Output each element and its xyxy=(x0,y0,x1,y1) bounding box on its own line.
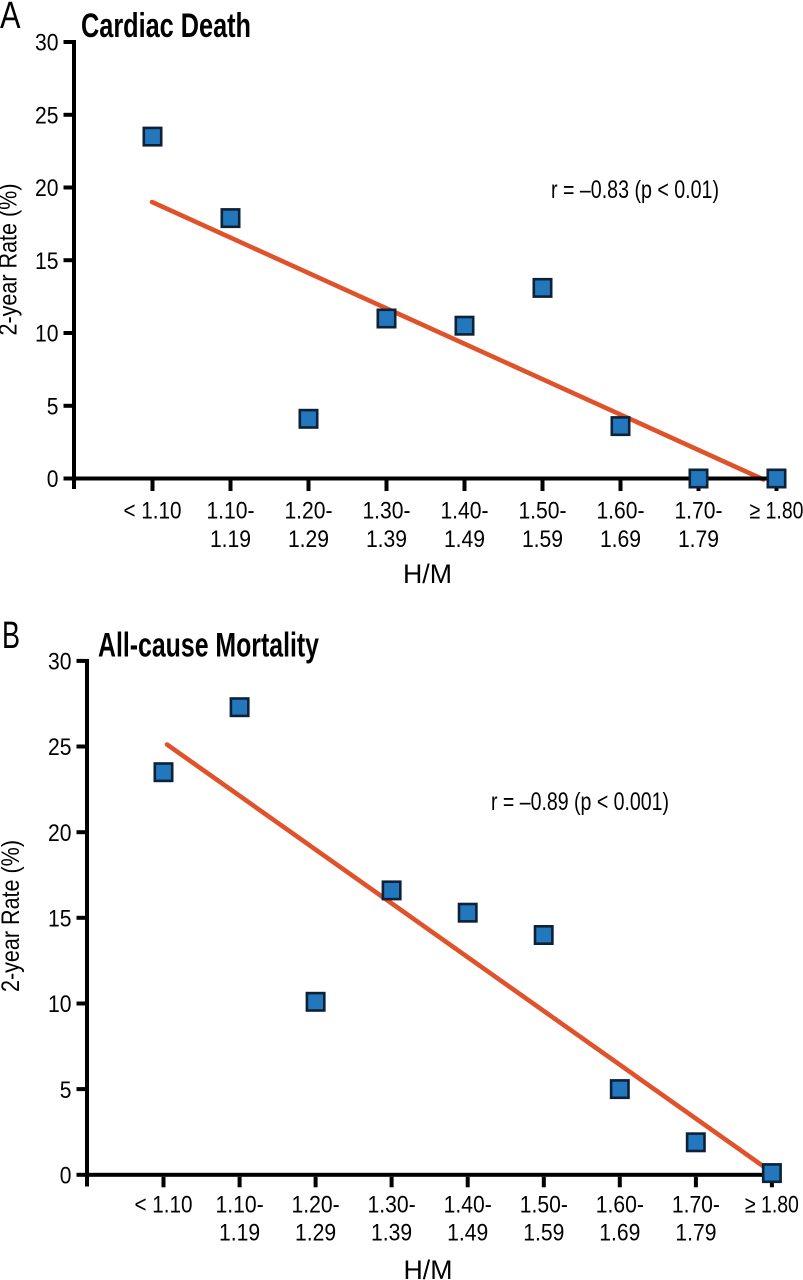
svg-text:0: 0 xyxy=(47,466,59,493)
svg-text:1.19: 1.19 xyxy=(219,1219,260,1246)
svg-text:A: A xyxy=(0,0,21,37)
svg-text:20: 20 xyxy=(48,820,72,847)
svg-text:< 1.10: < 1.10 xyxy=(124,498,182,525)
svg-text:1.49: 1.49 xyxy=(447,1219,488,1246)
svg-text:1.10-: 1.10- xyxy=(206,498,254,525)
svg-text:2-year Rate (%): 2-year Rate (%) xyxy=(0,840,25,992)
svg-text:25: 25 xyxy=(35,103,59,130)
svg-text:10: 10 xyxy=(35,321,59,348)
svg-text:5: 5 xyxy=(47,393,59,420)
svg-text:≥ 1.80: ≥ 1.80 xyxy=(750,498,803,525)
svg-text:1.19: 1.19 xyxy=(210,526,251,553)
svg-text:H/M: H/M xyxy=(403,559,452,589)
svg-text:1.29: 1.29 xyxy=(288,526,329,553)
svg-text:1.30-: 1.30- xyxy=(368,1192,416,1219)
svg-text:1.60-: 1.60- xyxy=(596,1192,644,1219)
svg-text:1.40-: 1.40- xyxy=(440,498,488,525)
svg-text:1.69: 1.69 xyxy=(600,526,641,553)
svg-text:10: 10 xyxy=(48,991,72,1018)
svg-text:H/M: H/M xyxy=(404,1255,453,1280)
svg-text:1.39: 1.39 xyxy=(371,1219,412,1246)
svg-text:1.20-: 1.20- xyxy=(284,498,332,525)
svg-text:0: 0 xyxy=(60,1163,72,1190)
svg-text:1.10-: 1.10- xyxy=(216,1192,264,1219)
svg-text:r = –0.89 (p < 0.001): r = –0.89 (p < 0.001) xyxy=(491,788,669,816)
svg-text:1.29: 1.29 xyxy=(295,1219,336,1246)
svg-text:1.50-: 1.50- xyxy=(520,1192,568,1219)
svg-text:30: 30 xyxy=(35,30,59,57)
svg-text:1.79: 1.79 xyxy=(678,526,719,553)
svg-text:25: 25 xyxy=(48,734,72,761)
svg-text:1.39: 1.39 xyxy=(366,526,407,553)
svg-text:Cardiac Death: Cardiac Death xyxy=(81,7,251,45)
svg-text:1.59: 1.59 xyxy=(523,1219,564,1246)
svg-text:All-cause Mortality: All-cause Mortality xyxy=(98,627,319,665)
svg-text:1.59: 1.59 xyxy=(522,526,563,553)
svg-text:20: 20 xyxy=(35,175,59,202)
svg-text:1.50-: 1.50- xyxy=(518,498,566,525)
svg-text:30: 30 xyxy=(48,649,72,676)
svg-text:15: 15 xyxy=(48,906,72,933)
svg-text:B: B xyxy=(2,615,20,657)
svg-text:2-year Rate (%): 2-year Rate (%) xyxy=(0,184,23,336)
svg-text:1.60-: 1.60- xyxy=(596,498,644,525)
svg-text:< 1.10: < 1.10 xyxy=(135,1192,193,1219)
svg-text:1.70-: 1.70- xyxy=(672,1192,720,1219)
svg-text:≥ 1.80: ≥ 1.80 xyxy=(745,1192,799,1219)
svg-text:1.40-: 1.40- xyxy=(444,1192,492,1219)
svg-text:1.30-: 1.30- xyxy=(362,498,410,525)
svg-text:5: 5 xyxy=(60,1077,72,1104)
svg-text:1.69: 1.69 xyxy=(599,1219,640,1246)
svg-text:1.79: 1.79 xyxy=(675,1219,716,1246)
svg-text:1.49: 1.49 xyxy=(444,526,485,553)
svg-text:1.70-: 1.70- xyxy=(674,498,722,525)
svg-text:r = –0.83 (p < 0.01): r = –0.83 (p < 0.01) xyxy=(551,176,719,204)
svg-text:1.20-: 1.20- xyxy=(292,1192,340,1219)
svg-text:15: 15 xyxy=(35,248,59,275)
